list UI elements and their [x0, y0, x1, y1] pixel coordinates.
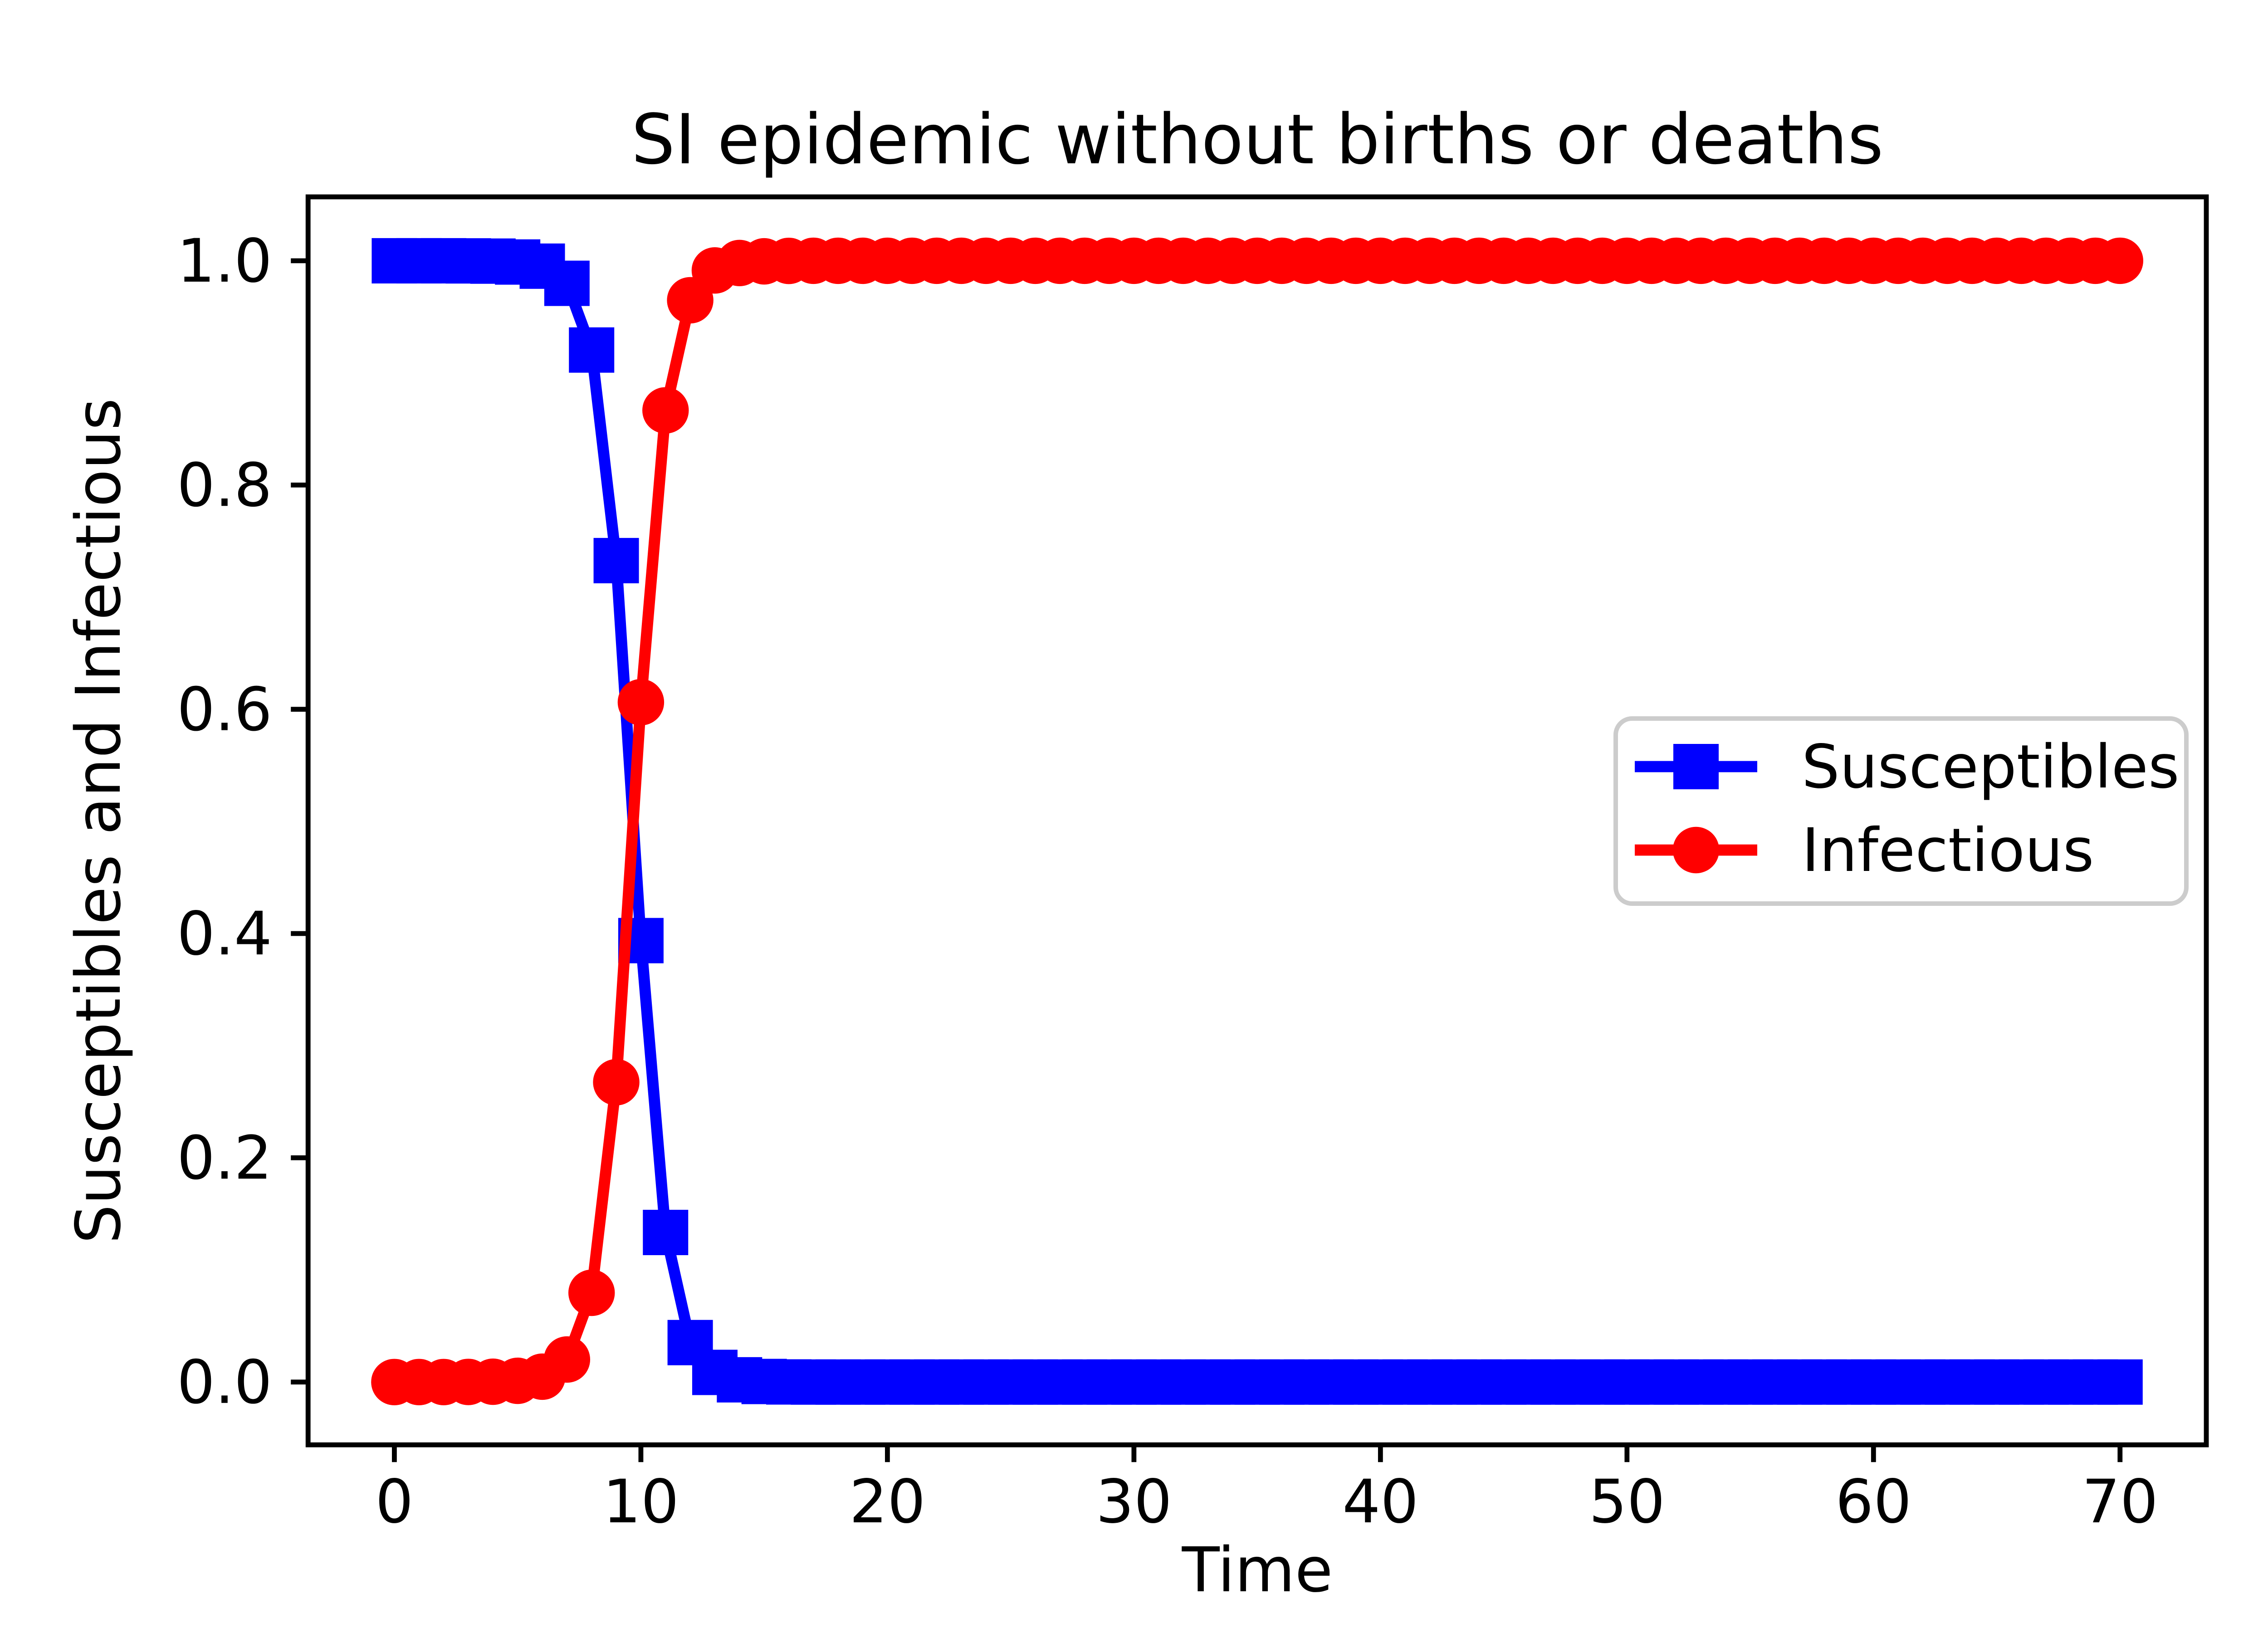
data-point-susceptibles — [569, 327, 615, 373]
data-point-infectious — [543, 1336, 591, 1383]
y-tick-label: 0.4 — [177, 899, 272, 969]
legend-label-susceptibles: Susceptibles — [1802, 732, 2180, 802]
y-tick-label: 1.0 — [177, 226, 272, 296]
x-tick-label: 30 — [1096, 1467, 1172, 1537]
y-tick-label: 0.2 — [177, 1123, 272, 1193]
x-axis-label: Time — [1182, 1535, 1333, 1606]
legend-entry-susceptibles: Susceptibles — [1635, 732, 2180, 802]
legend-square-marker-icon — [1673, 744, 1719, 789]
x-tick-label: 60 — [1835, 1467, 1911, 1537]
x-tick-label: 0 — [375, 1467, 413, 1537]
chart-title: SI epidemic without births or deaths — [631, 99, 1884, 180]
data-point-susceptibles — [643, 1210, 689, 1256]
axes-frame — [305, 194, 2209, 1447]
x-tick-label: 70 — [2082, 1467, 2158, 1537]
data-point-infectious — [568, 1269, 615, 1316]
data-point-susceptibles — [2097, 1359, 2143, 1405]
legend-circle-marker-icon — [1672, 826, 1720, 874]
x-tick-label: 40 — [1342, 1467, 1418, 1537]
data-point-infectious — [642, 387, 689, 434]
legend-entry-infectious: Infectious — [1635, 816, 2094, 885]
plot-area — [371, 237, 2143, 1405]
legend: Susceptibles Infectious — [1613, 716, 2189, 906]
x-tick-label: 50 — [1589, 1467, 1665, 1537]
data-point-susceptibles — [593, 538, 639, 583]
data-point-susceptibles — [544, 260, 590, 306]
legend-label-infectious: Infectious — [1802, 816, 2094, 885]
y-tick-label: 0.8 — [177, 450, 272, 520]
data-point-infectious — [617, 679, 665, 726]
x-axis: 0 10 20 30 40 50 60 70 — [375, 1445, 2158, 1537]
data-point-infectious — [593, 1059, 640, 1105]
y-axis-label: Susceptibles and Infectious — [63, 398, 135, 1243]
data-point-infectious — [2097, 237, 2143, 284]
y-tick-label: 0.0 — [177, 1348, 272, 1418]
series-infectious — [371, 237, 2143, 1405]
legend-box — [1613, 716, 2189, 906]
x-tick-label: 20 — [849, 1467, 925, 1537]
y-axis: 0.0 0.2 0.4 0.6 0.8 1.0 — [177, 226, 308, 1418]
x-tick-label: 10 — [603, 1467, 679, 1537]
y-tick-label: 0.6 — [177, 675, 272, 745]
series-susceptibles — [371, 238, 2143, 1405]
